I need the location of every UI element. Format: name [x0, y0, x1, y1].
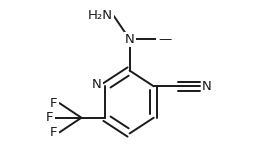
Text: N: N — [92, 78, 101, 91]
Text: —: — — [156, 33, 169, 46]
Text: N: N — [201, 80, 211, 93]
Text: H₂N: H₂N — [87, 8, 112, 21]
Text: F: F — [46, 111, 53, 124]
Text: —: — — [157, 33, 170, 46]
Text: F: F — [50, 96, 57, 110]
Text: F: F — [50, 126, 57, 139]
Text: N: N — [124, 33, 134, 46]
